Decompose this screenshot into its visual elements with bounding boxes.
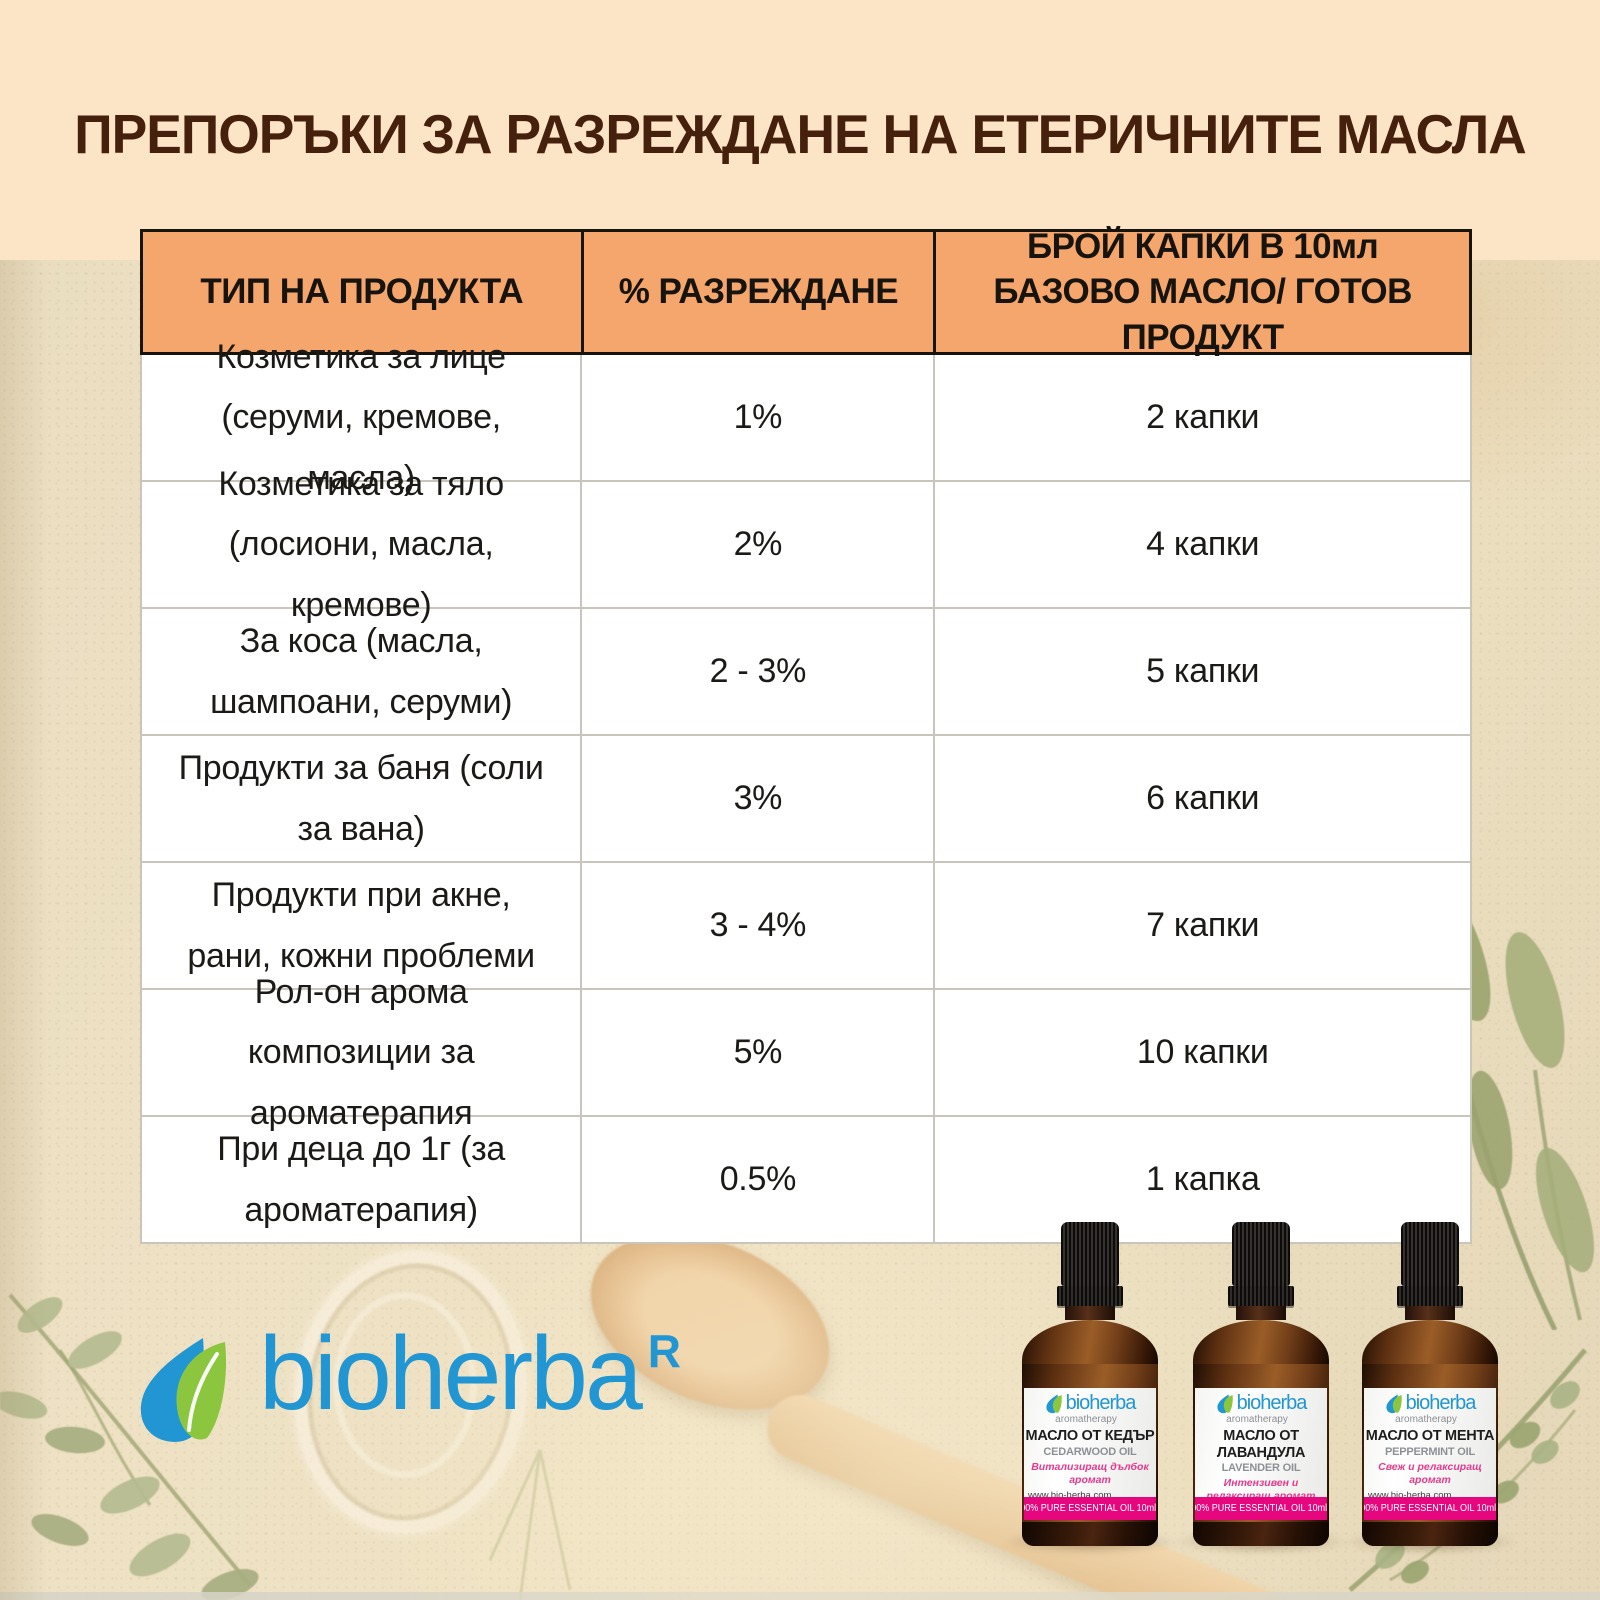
cell-product-type: При деца до 1г (за ароматерапия) — [217, 1129, 505, 1229]
bottle-base — [1193, 1522, 1329, 1546]
cell-dilution: 0.5% — [580, 1117, 933, 1242]
label-subbrand: aromatherapy — [1055, 1414, 1117, 1425]
bioherba-leaf-icon — [1216, 1393, 1233, 1413]
label-product-name-bg: МАСЛО ОТ МЕНТА — [1365, 1428, 1495, 1444]
registered-mark: R — [647, 1325, 682, 1377]
label-brand-row: bioherba — [1364, 1392, 1496, 1415]
label-pink-band: 100% PURE ESSENTIAL OIL 10ml ℮ — [1024, 1497, 1156, 1520]
label-subbrand: aromatherapy — [1226, 1414, 1288, 1425]
label-tagline: Свеж и релаксиращ аромат — [1378, 1460, 1482, 1486]
bioherba-leaf-icon — [1385, 1393, 1402, 1413]
cell-drops: 5 капки — [933, 609, 1470, 734]
label-product-name-en: LAVENDER OIL — [1221, 1462, 1301, 1475]
label-brand: bioherba — [1236, 1392, 1308, 1414]
bottle-body: bioherba aromatherapy МАСЛО ОТ МЕНТА PEP… — [1362, 1364, 1498, 1546]
label-tagline: Витализиращ дълбок аромат — [1031, 1460, 1149, 1486]
table-row: Рол-он арома композиции за ароматерапия … — [140, 972, 1472, 1132]
bottle-cap-ring — [1057, 1286, 1123, 1306]
label-product-name-en: PEPPERMINT OIL — [1384, 1445, 1476, 1458]
table-row: За коса (масла, шампоани, серуми) 2 - 3%… — [140, 609, 1472, 736]
bottle-cap — [1232, 1222, 1290, 1286]
bioherba-drop-leaf-icon — [140, 1338, 227, 1442]
label-product-name-bg: МАСЛО ОТ КЕДЪР — [1025, 1428, 1155, 1444]
bottle-shoulder — [1193, 1320, 1329, 1364]
bottle-base — [1022, 1522, 1158, 1546]
cell-drops: 2 капки — [933, 355, 1470, 480]
bottle-neck — [1405, 1306, 1455, 1320]
bioherba-logo: bioherba R — [133, 1322, 681, 1446]
cell-drops: 4 капки — [933, 482, 1470, 607]
cell-dilution: 1% — [580, 355, 933, 480]
herb-sprig-center — [488, 1449, 572, 1600]
label-website: www.bio-herba.com — [1028, 1489, 1112, 1501]
cell-dilution: 5% — [580, 990, 933, 1115]
column-header-dilution: % РАЗРЕЖДАНЕ — [580, 232, 934, 352]
label-brand-row: bioherba — [1195, 1392, 1327, 1415]
cell-drops: 6 капки — [933, 736, 1470, 861]
cell-product-type: За коса (масла, шампоани, серуми) — [210, 621, 513, 721]
bottle-cap-ring — [1397, 1286, 1463, 1306]
label-product-name-en: CEDARWOOD OIL — [1043, 1445, 1137, 1458]
cell-product-type: Продукти при акне, рани, кожни проблеми — [187, 875, 535, 975]
bottle-cap — [1061, 1222, 1119, 1286]
cell-product-type: Козметика за тяло (лосиони, масла, кремо… — [218, 464, 504, 624]
bottle-label: bioherba aromatherapy МАСЛО ОТ МЕНТА PEP… — [1364, 1388, 1496, 1520]
bottle-neck — [1236, 1306, 1286, 1320]
cell-dilution: 2% — [580, 482, 933, 607]
cell-dilution: 2 - 3% — [580, 609, 933, 734]
column-header-drops: БРОЙ КАПКИ В 10мл БАЗОВО МАСЛО/ ГОТОВ ПР… — [933, 227, 1469, 357]
label-brand: bioherba — [1065, 1392, 1137, 1414]
cell-dilution: 3% — [580, 736, 933, 861]
bottle-label: bioherba aromatherapy МАСЛО ОТ КЕДЪР CED… — [1024, 1388, 1156, 1520]
bottle-neck — [1065, 1306, 1115, 1320]
table-row: Козметика за тяло (лосиони, масла, кремо… — [140, 464, 1472, 624]
brand-wordmark: bioherba — [259, 1316, 643, 1432]
cell-product-type: Рол-он арома композиции за ароматерапия — [247, 972, 475, 1132]
bottle-shoulder — [1022, 1320, 1158, 1364]
bioherba-leaf-icon — [1045, 1393, 1062, 1413]
column-header-product-type: ТИП НА ПРОДУКТА — [200, 272, 524, 312]
cell-drops: 1 капка — [933, 1117, 1470, 1242]
table-row: Продукти за баня (соли за вана) 3% 6 кап… — [140, 736, 1472, 863]
label-brand: bioherba — [1405, 1392, 1477, 1414]
bottle-cap-ring — [1228, 1286, 1294, 1306]
page-title: ПРЕПОРЪКИ ЗА РАЗРЕЖДАНЕ НА ЕТЕРИЧНИТЕ МА… — [74, 103, 1527, 165]
label-product-name-bg: МАСЛО ОТ ЛАВАНДУЛА — [1216, 1428, 1306, 1461]
top-band — [0, 0, 1600, 260]
cell-product-type: Продукти за баня (соли за вана) — [178, 748, 544, 848]
cell-drops: 10 капки — [933, 990, 1470, 1115]
cell-dilution: 3 - 4% — [580, 863, 933, 988]
bottle-label: bioherba aromatherapy МАСЛО ОТ ЛАВАНДУЛА… — [1195, 1388, 1327, 1520]
label-website: www.bio-herba.com — [1368, 1489, 1452, 1501]
bottle-cap — [1401, 1222, 1459, 1286]
bottle-shoulder — [1362, 1320, 1498, 1364]
table-row: Продукти при акне, рани, кожни проблеми … — [140, 863, 1472, 990]
bottle-body: bioherba aromatherapy МАСЛО ОТ ЛАВАНДУЛА… — [1193, 1364, 1329, 1546]
cell-drops: 7 капки — [933, 863, 1470, 988]
product-bottle-peppermint: bioherba aromatherapy МАСЛО ОТ МЕНТА PEP… — [1360, 1222, 1500, 1546]
product-bottle-cedarwood: bioherba aromatherapy МАСЛО ОТ КЕДЪР CED… — [1020, 1222, 1160, 1546]
table-header-row: ТИП НА ПРОДУКТА % РАЗРЕЖДАНЕ БРОЙ КАПКИ … — [140, 227, 1472, 357]
bottle-base — [1362, 1522, 1498, 1546]
bottle-body: bioherba aromatherapy МАСЛО ОТ КЕДЪР CED… — [1022, 1364, 1158, 1546]
label-brand-row: bioherba — [1024, 1392, 1156, 1415]
product-bottle-lavender: bioherba aromatherapy МАСЛО ОТ ЛАВАНДУЛА… — [1191, 1222, 1331, 1546]
bottom-edge-strip — [0, 1592, 1600, 1600]
label-pink-band: 100% PURE ESSENTIAL OIL 10ml ℮ — [1195, 1497, 1327, 1520]
label-pink-band: 100% PURE ESSENTIAL OIL 10ml ℮ — [1364, 1497, 1496, 1520]
dilution-table: ТИП НА ПРОДУКТА % РАЗРЕЖДАНЕ БРОЙ КАПКИ … — [140, 227, 1472, 1244]
label-subbrand: aromatherapy — [1395, 1414, 1457, 1425]
